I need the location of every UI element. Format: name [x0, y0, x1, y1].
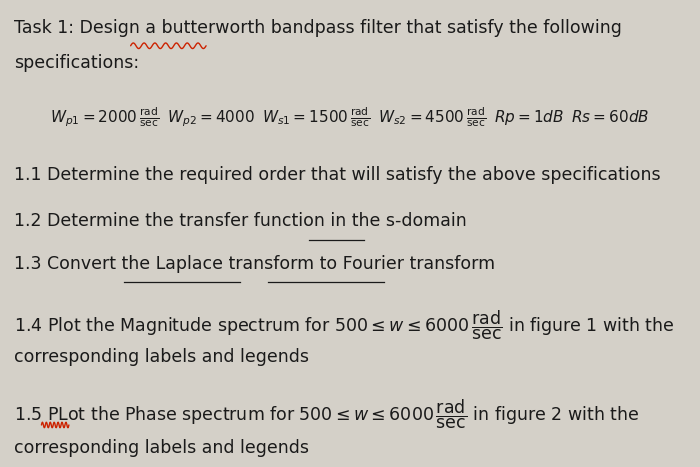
- Text: specifications:: specifications:: [14, 54, 139, 72]
- Text: 1.2 Determine the transfer function in the s-domain: 1.2 Determine the transfer function in t…: [14, 212, 467, 231]
- Text: 1.5 PLot the Phase spectrum for $500 \leq w \leq 6000\,\dfrac{\mathrm{rad}}{\mat: 1.5 PLot the Phase spectrum for $500 \le…: [14, 398, 639, 432]
- Text: 1.4 Plot the Magnitude spectrum for $500 \leq w \leq 6000\,\dfrac{\mathrm{rad}}{: 1.4 Plot the Magnitude spectrum for $500…: [14, 308, 675, 342]
- Text: 1.3 Convert the Laplace transform to Fourier transform: 1.3 Convert the Laplace transform to Fou…: [14, 255, 495, 273]
- Text: 1.1 Determine the required order that will satisfy the above specifications: 1.1 Determine the required order that wi…: [14, 166, 661, 184]
- Text: $W_{p1} = 2000\,\frac{\mathrm{rad}}{\mathrm{sec}}\;\;W_{p2} = 4000\;\;W_{s1} = 1: $W_{p1} = 2000\,\frac{\mathrm{rad}}{\mat…: [50, 105, 650, 129]
- Text: Task 1: Design a butterworth bandpass filter that satisfy the following: Task 1: Design a butterworth bandpass fi…: [14, 19, 622, 37]
- Text: corresponding labels and legends: corresponding labels and legends: [14, 439, 309, 457]
- Text: corresponding labels and legends: corresponding labels and legends: [14, 348, 309, 366]
